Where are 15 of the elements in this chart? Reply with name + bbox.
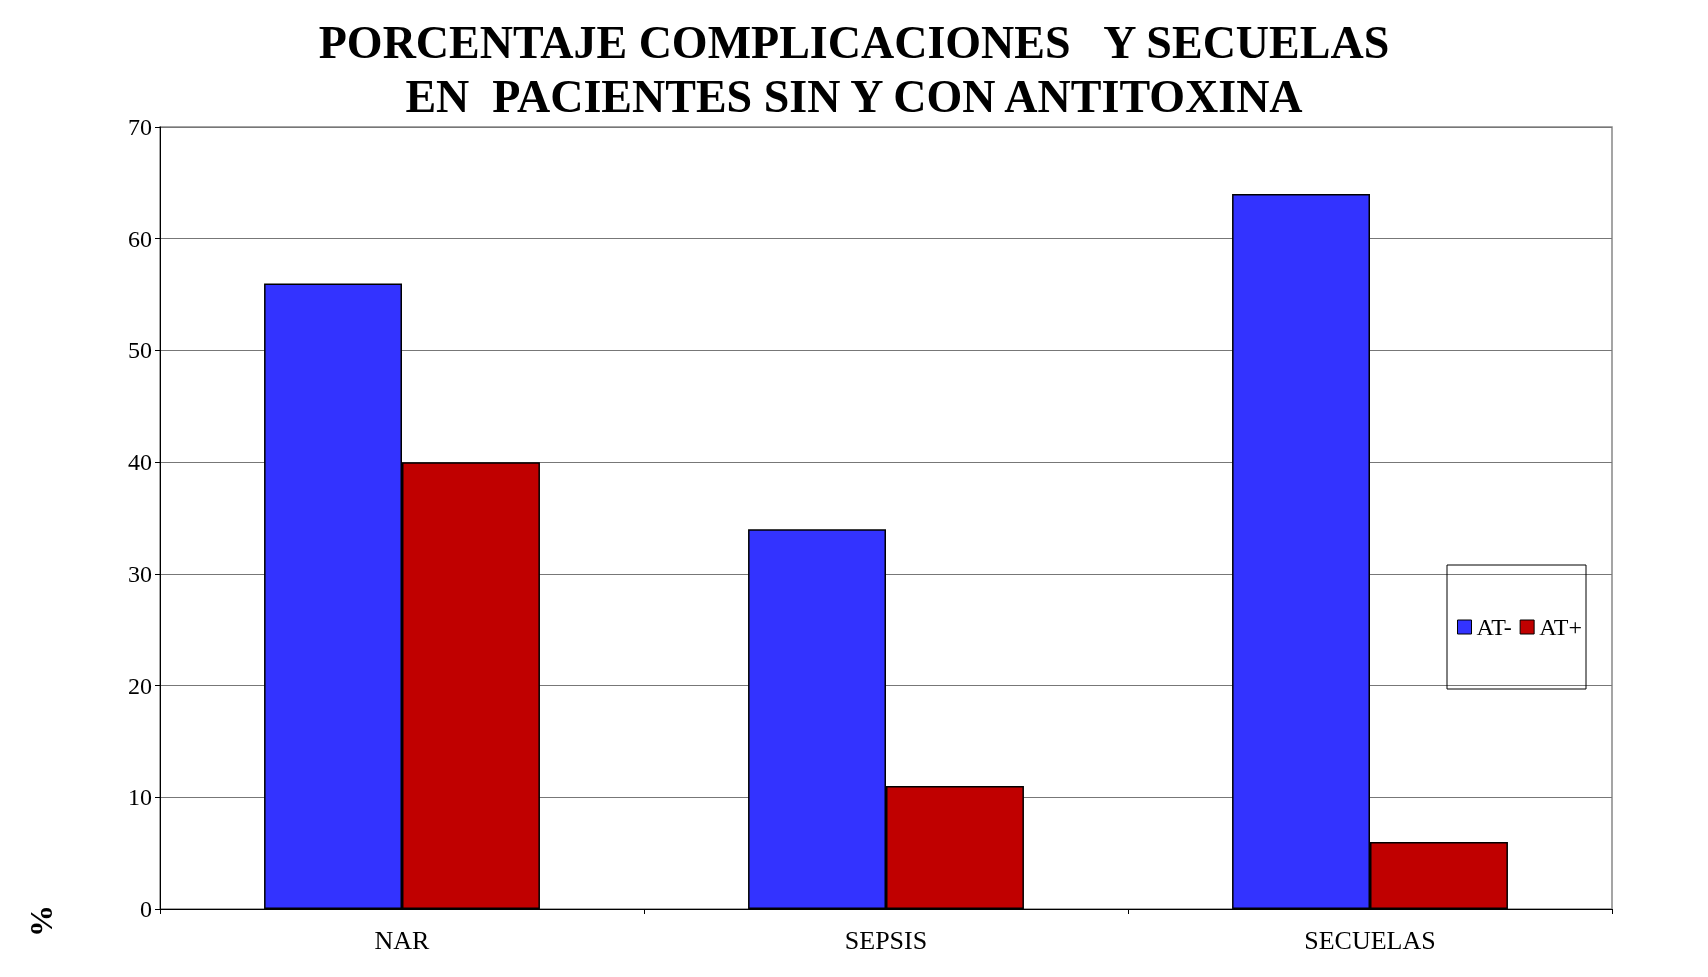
legend-label: AT+: [1539, 614, 1583, 640]
chart-title: PORCENTAJE COMPLICACIONES Y SECUELAS EN PACIENTES SIN Y CON ANTITOXINA: [318, 16, 1390, 122]
y-axis-title: %: [23, 905, 59, 937]
y-tick-label: 70: [128, 114, 152, 140]
y-tick-label: 30: [128, 560, 152, 587]
x-tick-label: NAR: [374, 925, 431, 955]
x-tick-label: SEPSIS: [844, 925, 928, 955]
y-tick-label: 50: [128, 337, 152, 364]
y-tick-label: 0: [140, 896, 152, 922]
x-tick-label: SECUELAS: [1304, 925, 1436, 955]
y-tick-label: 20: [128, 672, 152, 699]
legend-label: AT-: [1476, 614, 1512, 640]
y-tick-label: 60: [128, 225, 152, 252]
y-tick-label: 40: [128, 449, 152, 476]
y-tick-label: 10: [128, 784, 152, 811]
